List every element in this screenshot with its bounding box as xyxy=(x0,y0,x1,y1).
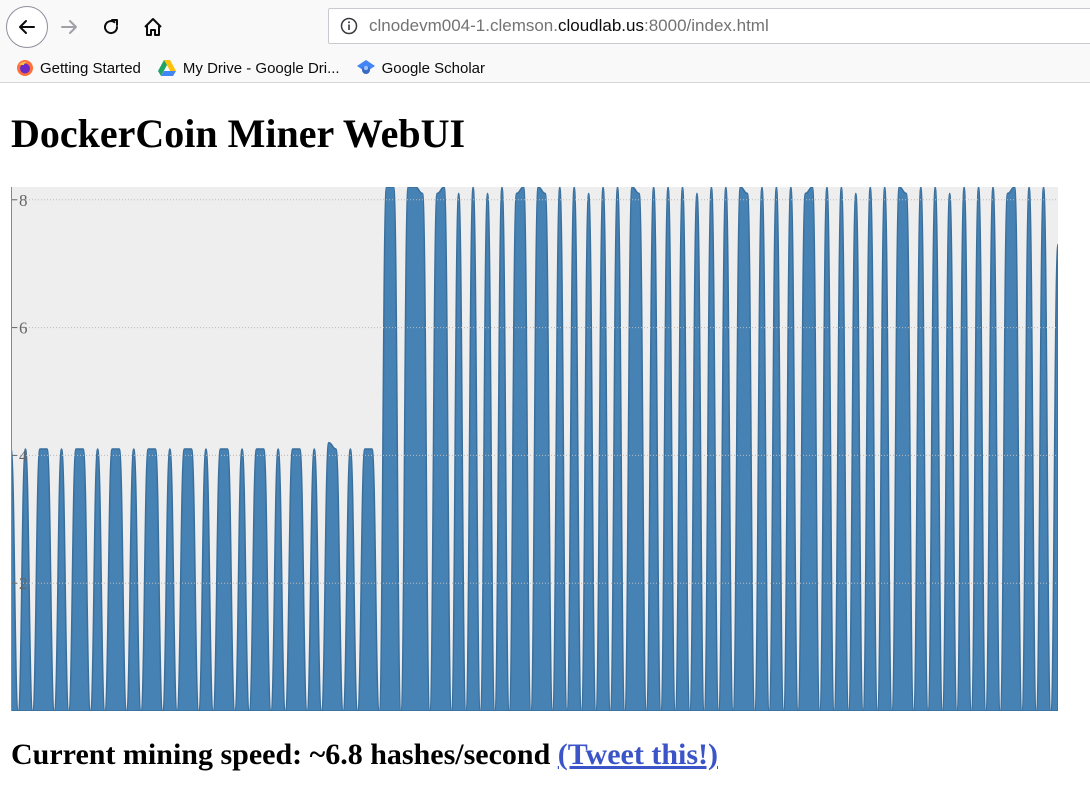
google-drive-icon xyxy=(157,60,176,76)
home-icon xyxy=(144,18,162,36)
tweet-this-link[interactable]: (Tweet this!) xyxy=(557,738,719,771)
y-tick-label: 8 xyxy=(19,191,28,210)
url-bar[interactable]: clnodevm004-1.clemson.cloudlab.us:8000/i… xyxy=(328,8,1090,44)
bookmark-label: Google Scholar xyxy=(381,59,486,77)
forward-arrow-icon xyxy=(61,20,77,34)
page-title: DockerCoin Miner WebUI xyxy=(11,111,466,156)
hash-rate-area xyxy=(11,187,1058,711)
bookmark-getting-started[interactable]: Getting Started xyxy=(16,59,141,77)
bookmarks-bar: Getting Started My Drive - Google Dri...… xyxy=(0,54,1090,83)
back-arrow-icon xyxy=(19,20,35,34)
url-text: clnodevm004-1.clemson.cloudlab.us:8000/i… xyxy=(369,16,769,36)
y-tick-label: 6 xyxy=(19,319,28,338)
mining-speed-line: Current mining speed: ~6.8 hashes/second… xyxy=(11,735,718,775)
mining-speed-chart: 2 4 6 8 xyxy=(11,187,1058,711)
home-button[interactable] xyxy=(134,8,172,46)
y-tick-label: 2 xyxy=(19,574,28,593)
reload-icon xyxy=(104,19,119,35)
url-prefix: clnodevm004-1.clemson. xyxy=(369,16,558,35)
y-tick-label: 4 xyxy=(19,446,28,465)
reload-button[interactable] xyxy=(92,8,130,46)
google-scholar-icon xyxy=(356,60,375,74)
back-button[interactable] xyxy=(6,6,48,48)
bookmark-my-drive[interactable]: My Drive - Google Dri... xyxy=(157,59,340,77)
browser-toolbar: clnodevm004-1.clemson.cloudlab.us:8000/i… xyxy=(0,0,1090,55)
forward-button[interactable] xyxy=(50,8,88,46)
bookmark-label: My Drive - Google Dri... xyxy=(182,59,340,77)
mining-speed-text: Current mining speed: ~6.8 hashes/second xyxy=(11,738,551,771)
url-domain: cloudlab.us xyxy=(557,16,644,35)
site-info-icon[interactable] xyxy=(329,17,369,35)
firefox-icon xyxy=(17,60,33,76)
url-suffix: :8000/index.html xyxy=(644,16,769,35)
bookmark-label: Getting Started xyxy=(40,59,141,77)
bookmark-google-scholar[interactable]: Google Scholar xyxy=(356,59,485,77)
